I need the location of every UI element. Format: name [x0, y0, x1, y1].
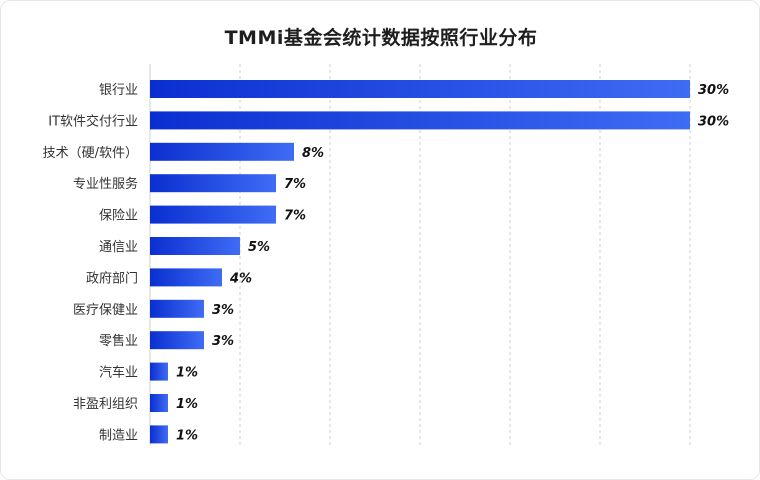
value-label: 7% — [284, 177, 306, 192]
category-label: 医疗保健业 — [73, 303, 138, 318]
category-label: 银行业 — [99, 83, 138, 98]
bar[interactable] — [150, 237, 240, 255]
bar[interactable] — [150, 425, 168, 444]
value-label: 1% — [176, 428, 198, 443]
value-label: 1% — [176, 397, 198, 412]
category-label: 专业性服务 — [73, 176, 138, 192]
value-label: 1% — [176, 366, 198, 381]
bar[interactable] — [150, 111, 690, 130]
bars — [150, 80, 690, 444]
category-label: 非盈利组织 — [73, 397, 138, 412]
bar[interactable] — [150, 80, 690, 98]
value-label: 3% — [212, 303, 234, 318]
value-label: 30% — [698, 114, 729, 129]
category-label: 通信业 — [99, 240, 138, 255]
category-label: 零售业 — [99, 333, 138, 349]
category-label: 技术（硬/软件） — [43, 146, 138, 161]
category-label: IT软件交付行业 — [48, 113, 138, 129]
category-label: 制造业 — [99, 428, 138, 443]
value-label: 7% — [284, 209, 306, 224]
bar[interactable] — [150, 394, 168, 412]
bar[interactable] — [150, 142, 294, 161]
bar[interactable] — [150, 205, 276, 224]
bar[interactable] — [150, 362, 168, 381]
bar[interactable] — [150, 268, 222, 287]
value-labels: 30% 30% 8% 7% 7% 5% 4% 3% 3% 1% 1% 1% — [176, 83, 729, 443]
chart-title: TMMi基金会统计数据按照行业分布 — [224, 27, 538, 49]
value-label: 3% — [212, 334, 234, 349]
value-label: 5% — [248, 240, 270, 255]
category-label: 汽车业 — [99, 365, 138, 381]
bar[interactable] — [150, 174, 276, 193]
value-label: 8% — [302, 146, 324, 161]
bar[interactable] — [150, 299, 204, 318]
bar[interactable] — [150, 331, 204, 350]
category-label: 保险业 — [99, 209, 138, 224]
value-label: 4% — [229, 271, 252, 286]
value-label: 30% — [698, 83, 729, 98]
category-label: 政府部门 — [86, 271, 138, 286]
